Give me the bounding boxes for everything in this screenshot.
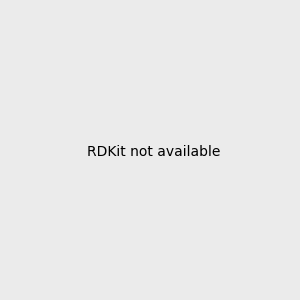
Text: RDKit not available: RDKit not available [87, 145, 220, 158]
